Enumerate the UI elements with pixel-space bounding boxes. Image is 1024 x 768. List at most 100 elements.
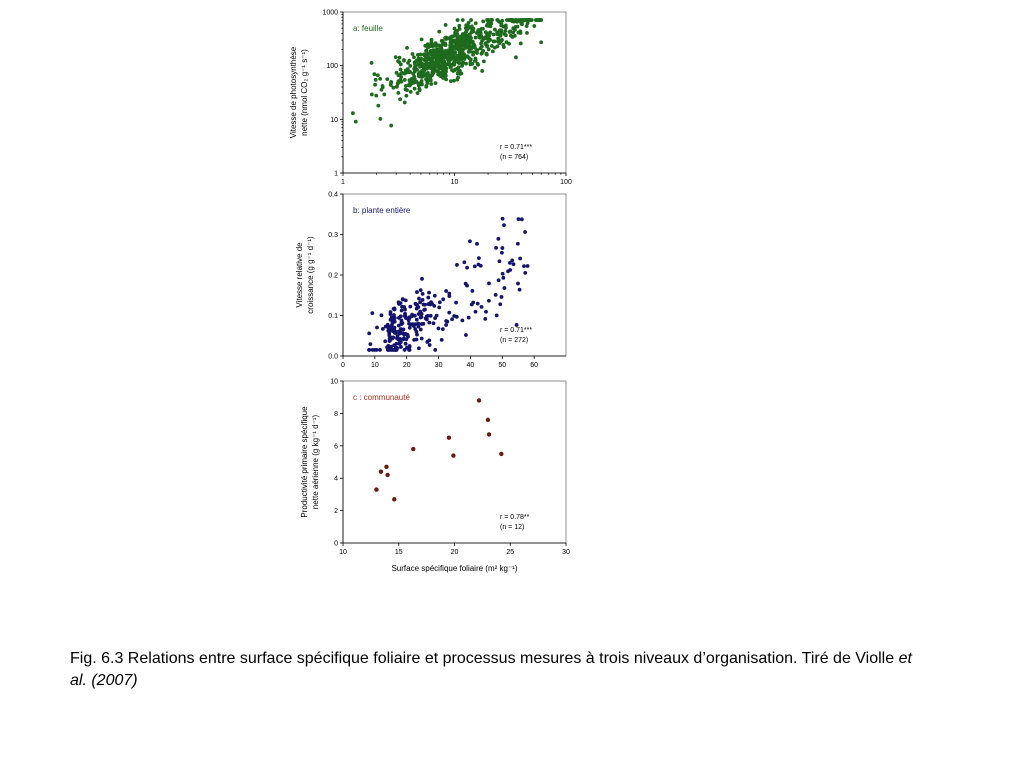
data-point (411, 71, 416, 76)
data-point (479, 41, 483, 46)
data-point (470, 39, 475, 44)
data-point (409, 78, 414, 83)
data-point (408, 304, 413, 309)
data-point (439, 39, 444, 43)
data-point (494, 245, 498, 250)
data-point (462, 260, 467, 265)
data-point (448, 79, 453, 84)
data-point (428, 78, 433, 83)
data-point (351, 111, 355, 116)
data-point (418, 300, 422, 305)
data-point (414, 317, 419, 322)
y-tick-label: 1000 (322, 10, 338, 17)
data-point (378, 76, 383, 81)
data-point (446, 56, 450, 61)
data-point (515, 241, 520, 246)
data-point (422, 69, 426, 74)
data-point (425, 79, 430, 84)
data-point (481, 19, 486, 24)
data-point (396, 337, 401, 342)
data-point (424, 314, 429, 319)
data-point (486, 432, 492, 437)
data-point (461, 60, 466, 65)
data-point (424, 84, 429, 88)
data-point (402, 100, 407, 105)
data-point (470, 62, 475, 66)
data-point (407, 325, 412, 330)
data-point (500, 246, 505, 250)
data-point (441, 69, 446, 74)
data-point (431, 62, 436, 67)
data-point (402, 314, 407, 318)
data-point (464, 26, 469, 31)
data-point (507, 30, 512, 34)
data-point (400, 297, 405, 302)
data-point (438, 45, 443, 50)
panel-a-leaf-chart: 1 10 100 1 10 100 1000 Vitesse de photosynthèse… (289, 10, 572, 187)
data-point (413, 62, 417, 66)
data-point (428, 313, 433, 318)
x-tick-label: 10 (339, 549, 347, 556)
data-point (398, 301, 403, 306)
data-point (533, 18, 538, 22)
data-point (467, 36, 472, 41)
data-point (376, 103, 381, 108)
correlation-label: r = 0.71*** (500, 144, 532, 151)
data-point (488, 18, 493, 22)
data-point (418, 288, 423, 293)
data-point (422, 58, 427, 62)
data-point (486, 47, 491, 52)
data-point (444, 289, 449, 293)
data-point (462, 41, 466, 46)
data-point (383, 339, 388, 344)
data-point (432, 293, 437, 298)
y-tick-label: 0.1 (328, 313, 338, 320)
x-tick-label: 60 (530, 362, 538, 369)
data-point (487, 281, 491, 286)
data-point (394, 84, 399, 89)
data-point (417, 88, 422, 93)
data-point (399, 345, 403, 349)
data-point (380, 326, 385, 331)
data-point (416, 62, 421, 67)
data-point (388, 317, 393, 322)
data-point (450, 43, 455, 48)
data-point (518, 29, 523, 34)
data-point (422, 62, 426, 67)
data-point (399, 79, 404, 84)
data-point (498, 302, 503, 307)
data-point (393, 331, 398, 336)
data-point (512, 33, 517, 38)
data-point (444, 77, 449, 82)
data-point (465, 34, 469, 39)
data-point (438, 51, 443, 56)
data-point (443, 35, 448, 40)
data-point (391, 85, 396, 90)
data-point (498, 28, 502, 33)
data-point (462, 57, 467, 61)
sample-size-label: (n = 272) (500, 337, 528, 344)
data-point (451, 39, 456, 44)
data-point (407, 348, 412, 352)
data-point (495, 30, 499, 35)
data-point (460, 49, 465, 54)
data-point (511, 30, 516, 35)
x-tick-label: 1 (341, 179, 345, 186)
y-axis-title-line: Vitesse relative de (295, 242, 304, 308)
data-point (498, 38, 502, 43)
data-point (500, 271, 505, 276)
data-point (511, 18, 516, 22)
data-point (392, 497, 397, 502)
data-point (450, 55, 455, 59)
data-point (379, 87, 384, 92)
data-point (523, 230, 527, 234)
data-point (519, 217, 524, 222)
y-tick-label: 100 (326, 63, 338, 70)
data-point (466, 49, 471, 54)
data-point (367, 331, 372, 336)
data-point (410, 52, 415, 56)
data-point (451, 453, 456, 458)
data-point (418, 315, 423, 320)
data-point (408, 82, 413, 87)
